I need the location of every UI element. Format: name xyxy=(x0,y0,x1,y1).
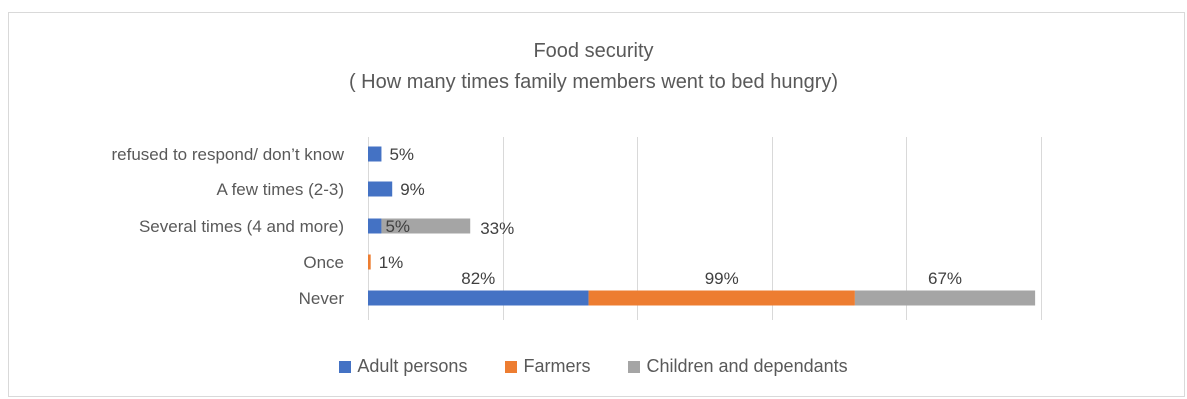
legend-label: Farmers xyxy=(523,356,591,376)
legend-item: Farmers xyxy=(505,356,590,377)
data-label: 5% xyxy=(385,217,410,236)
chart-subtitle: ( How many times family members went to … xyxy=(348,71,839,93)
bar-adult-persons xyxy=(368,218,382,234)
category-label: Never xyxy=(299,289,345,308)
bar-farmers xyxy=(588,290,855,306)
data-label: 1% xyxy=(379,253,404,272)
data-label: 9% xyxy=(400,180,425,199)
chart-frame xyxy=(8,12,1185,397)
legend-label: Adult persons xyxy=(357,356,468,376)
bar-farmers xyxy=(368,254,371,270)
legend-swatch xyxy=(628,360,641,373)
bar-children-and-dependants xyxy=(854,290,1036,306)
bar-adult-persons xyxy=(368,146,382,162)
category-label: refused to respond/ don’t know xyxy=(112,145,345,164)
legend-item: Adult persons xyxy=(339,356,467,377)
chart-title: Food security xyxy=(533,40,654,62)
data-label: 99% xyxy=(705,269,739,288)
bar-adult-persons xyxy=(368,181,393,197)
bar-adult-persons xyxy=(368,290,589,306)
data-label: 67% xyxy=(928,269,962,288)
category-label: A few times (2-3) xyxy=(216,180,344,199)
data-label: 33% xyxy=(480,219,514,238)
legend-swatch xyxy=(339,360,352,373)
bar-children-and-dependants xyxy=(381,218,471,234)
data-label: 5% xyxy=(389,145,414,164)
chart-legend: Adult persons Farmers Children and dependa… xyxy=(0,356,1187,377)
category-label: Several times (4 and more) xyxy=(139,217,344,236)
data-label: 82% xyxy=(461,269,495,288)
category-label: Once xyxy=(303,253,344,272)
legend-label: Children and dependants xyxy=(646,356,848,376)
legend-swatch xyxy=(505,360,518,373)
legend-item: Children and dependants xyxy=(628,356,848,377)
